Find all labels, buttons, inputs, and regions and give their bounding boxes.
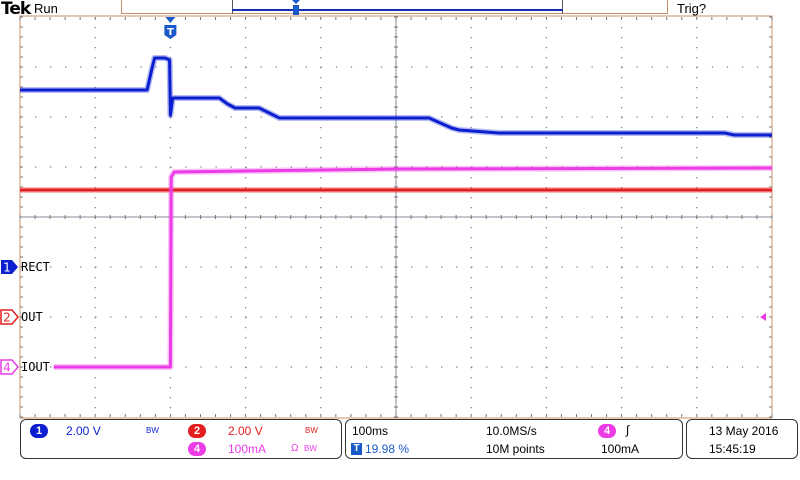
trigger-level-marker-icon: [760, 313, 766, 321]
date: 13 May 2016: [709, 424, 779, 438]
ch4-badge[interactable]: 4: [188, 442, 206, 456]
time-per-div[interactable]: 100ms: [352, 424, 389, 438]
ch1-badge[interactable]: 1: [30, 424, 48, 438]
trace-rect: [20, 56, 772, 137]
time: 15:45:19: [709, 442, 756, 456]
horizontal-trigger-panel[interactable]: 100ms T 19.98 % 10.0MS/s 10M points 4 ∫ …: [345, 419, 683, 459]
markers: T: [164, 0, 766, 321]
trigger-marker-letter: T: [167, 27, 174, 38]
ch2-bandwidth-icon: BW: [305, 426, 318, 435]
record-view-bar[interactable]: [121, 0, 668, 14]
ch4-scale[interactable]: 100mA: [228, 442, 267, 456]
rising-edge-slope-icon: ∫: [626, 423, 630, 437]
traces: [20, 55, 773, 370]
tek-logo: Tek: [1, 0, 31, 19]
acquisition-state[interactable]: Run: [34, 1, 58, 16]
svg-text:1: 1: [3, 261, 11, 275]
svg-text:4: 4: [3, 361, 11, 375]
record-trigger-marker-icon: [293, 5, 299, 15]
svg-text:2: 2: [3, 311, 11, 325]
ch2-ground-marker[interactable]: 2: [0, 309, 20, 330]
ch4-bandwidth-icon: BW: [304, 444, 317, 453]
record-view-line: [232, 9, 563, 11]
ch4-label: IOUT: [21, 360, 50, 374]
ch2-badge[interactable]: 2: [188, 424, 206, 438]
ch1-scale[interactable]: 2.00 V: [66, 424, 101, 438]
ch4-ground-marker[interactable]: 4: [0, 359, 20, 380]
trigger-source-badge[interactable]: 4: [598, 424, 616, 438]
vertical-settings-panel[interactable]: 1 2.00 V BW 2 2.00 V BW 4 100mA Ω BW: [20, 419, 342, 459]
trigger-level[interactable]: 100mA: [601, 442, 640, 456]
trace-iout: [53, 166, 773, 369]
graticule-grid: [19, 16, 773, 418]
trigger-position[interactable]: 19.98 %: [365, 442, 410, 456]
record-length[interactable]: 10M points: [486, 442, 545, 456]
ch2-scale[interactable]: 2.00 V: [228, 424, 263, 438]
trace-glow-iout: [53, 165, 773, 370]
ch1-ground-marker[interactable]: 1: [0, 259, 20, 280]
record-view-window[interactable]: [232, 0, 563, 14]
trigger-position-arrow-icon: [165, 17, 176, 23]
record-trigger-arrow-icon: [292, 0, 300, 4]
datetime-panel[interactable]: 13 May 2016 15:45:19: [686, 419, 798, 459]
sample-rate: 10.0MS/s: [486, 424, 537, 438]
trigger-state: Trig?: [677, 1, 707, 16]
ch1-label: RECT: [21, 260, 50, 274]
waveform-display: T: [19, 0, 773, 419]
trigger-position-marker-icon: [164, 25, 177, 39]
ch1-bandwidth-icon: BW: [146, 426, 159, 435]
ch4-termination-icon: Ω: [291, 443, 299, 454]
ch2-label: OUT: [21, 310, 43, 324]
trigger-position-icon: T: [351, 443, 362, 455]
